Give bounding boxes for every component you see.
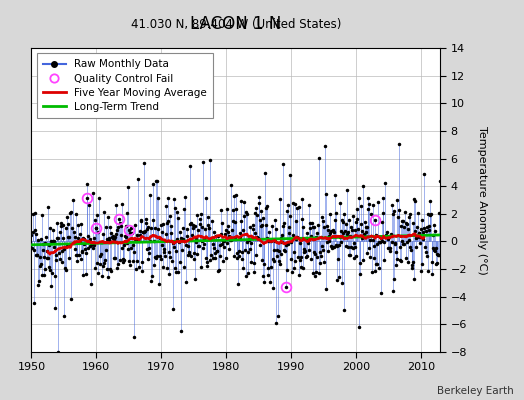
Text: Berkeley Earth: Berkeley Earth — [437, 386, 514, 396]
Title: LACON 1 N: LACON 1 N — [190, 14, 281, 32]
Text: 41.030 N, 89.404 W (United States): 41.030 N, 89.404 W (United States) — [130, 18, 341, 31]
Legend: Raw Monthly Data, Quality Control Fail, Five Year Moving Average, Long-Term Tren: Raw Monthly Data, Quality Control Fail, … — [37, 53, 213, 118]
Y-axis label: Temperature Anomaly (°C): Temperature Anomaly (°C) — [476, 126, 486, 274]
